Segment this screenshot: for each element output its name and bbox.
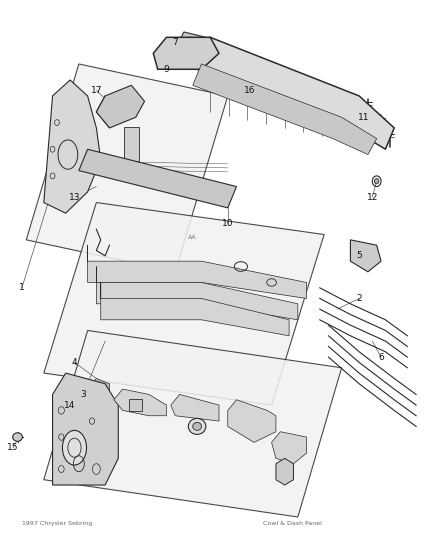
Text: Cowl & Dash Panel: Cowl & Dash Panel: [263, 521, 321, 526]
Ellipse shape: [193, 422, 201, 431]
Text: 14: 14: [64, 401, 76, 409]
Text: 1997 Chrysler Sebring: 1997 Chrysler Sebring: [22, 521, 92, 526]
Polygon shape: [44, 203, 324, 405]
Text: 7: 7: [172, 38, 178, 47]
Text: 11: 11: [358, 113, 369, 122]
Bar: [129, 399, 142, 411]
Text: 13: 13: [69, 193, 80, 201]
Polygon shape: [153, 37, 219, 69]
Text: 3: 3: [80, 390, 86, 399]
Polygon shape: [101, 282, 289, 336]
Polygon shape: [96, 266, 298, 320]
Text: 5: 5: [356, 252, 362, 260]
Text: ÀÀ: ÀÀ: [188, 235, 197, 240]
Polygon shape: [79, 149, 237, 208]
Polygon shape: [272, 432, 307, 464]
Ellipse shape: [63, 431, 87, 465]
Polygon shape: [193, 64, 377, 155]
Ellipse shape: [374, 179, 379, 184]
Polygon shape: [44, 330, 342, 517]
Polygon shape: [88, 245, 307, 298]
Polygon shape: [228, 400, 276, 442]
Ellipse shape: [188, 418, 206, 434]
Polygon shape: [88, 378, 110, 405]
Polygon shape: [44, 80, 101, 213]
Polygon shape: [53, 373, 118, 485]
Text: 9: 9: [163, 65, 170, 74]
Text: 6: 6: [378, 353, 384, 361]
Polygon shape: [26, 64, 228, 272]
Text: 1: 1: [19, 284, 25, 292]
Text: 16: 16: [244, 86, 255, 95]
Text: 12: 12: [367, 193, 378, 201]
Polygon shape: [276, 458, 293, 485]
Polygon shape: [114, 389, 166, 416]
Text: 15: 15: [7, 443, 19, 452]
Polygon shape: [158, 37, 394, 149]
Text: 4: 4: [72, 358, 77, 367]
Text: 10: 10: [222, 220, 233, 228]
Bar: [124, 127, 139, 161]
Polygon shape: [350, 240, 381, 272]
Polygon shape: [175, 32, 215, 64]
Polygon shape: [171, 394, 219, 421]
Polygon shape: [96, 85, 145, 128]
Ellipse shape: [13, 433, 22, 441]
Text: 2: 2: [357, 294, 362, 303]
Text: 17: 17: [91, 86, 102, 95]
